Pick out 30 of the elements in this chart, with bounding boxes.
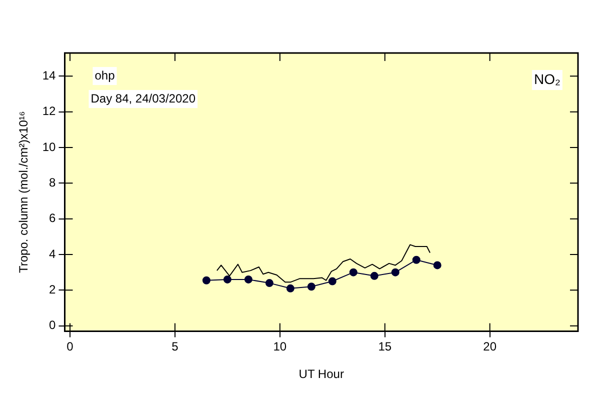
y-tick-label: 8 <box>49 175 56 190</box>
x-tick-label: 15 <box>378 340 392 354</box>
point <box>286 284 294 292</box>
x-tick-label: 20 <box>483 340 497 354</box>
point <box>307 282 316 291</box>
annotation: ohp <box>94 68 116 82</box>
y-tick-label: 2 <box>49 282 56 296</box>
y-tick-label: 6 <box>49 211 56 226</box>
point <box>223 275 232 284</box>
annotation: NO₂ <box>534 70 560 87</box>
point <box>202 276 210 284</box>
point <box>433 261 442 270</box>
x-tick-label: 5 <box>172 340 179 354</box>
y-axis-title: Tropo. column (mol./cm²)x10¹⁶ <box>16 111 31 274</box>
y-tick-label: 0 <box>49 318 56 332</box>
point <box>391 268 400 276</box>
y-tick-label: 14 <box>42 68 56 82</box>
point <box>412 256 420 264</box>
point <box>265 279 274 288</box>
point <box>349 268 358 276</box>
x-tick-label: 0 <box>66 340 74 354</box>
y-tick-label: 12 <box>42 104 56 118</box>
point <box>328 277 336 286</box>
y-tick-label: 10 <box>42 140 56 154</box>
annotation: Day 84, 24/03/2020 <box>90 91 196 106</box>
y-tick-label: 4 <box>49 246 56 261</box>
x-axis-title: UT Hour <box>298 367 344 382</box>
x-tick-label: 10 <box>273 340 287 354</box>
point <box>244 275 252 284</box>
point <box>370 272 378 280</box>
